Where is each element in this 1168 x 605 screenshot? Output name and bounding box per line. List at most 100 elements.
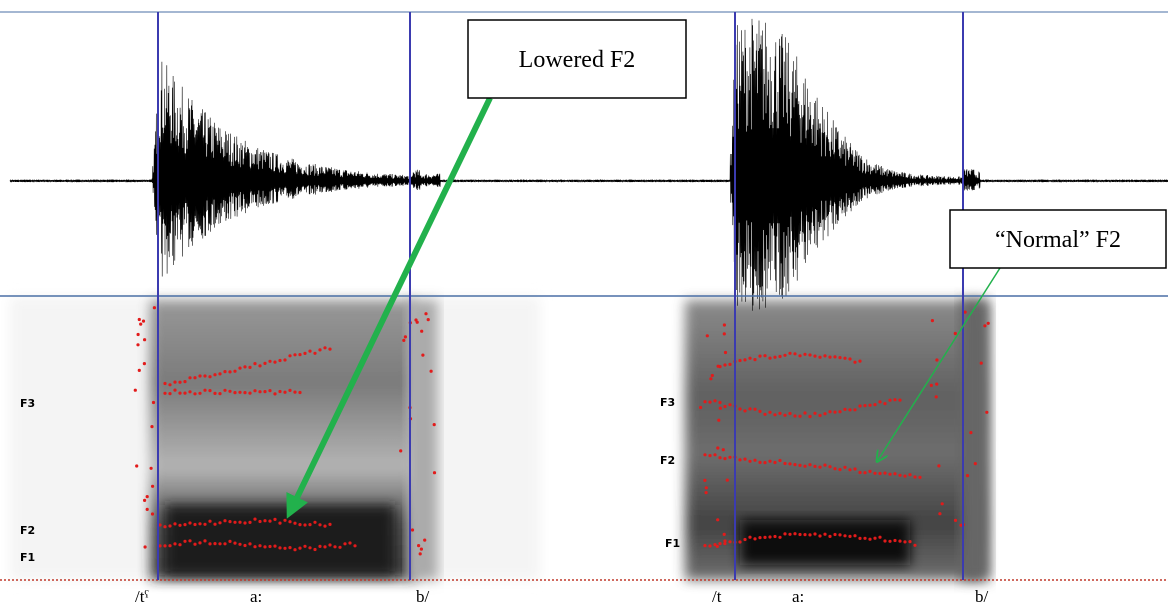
formant-dot	[718, 456, 722, 460]
formant-dot	[238, 520, 242, 524]
formant-dot	[193, 522, 197, 527]
formant-dot	[878, 400, 882, 404]
formant-dot	[748, 535, 752, 539]
formant-dot	[173, 388, 177, 392]
formant-dot	[763, 354, 767, 358]
formant-dot	[268, 359, 272, 363]
formant-dot	[418, 552, 422, 556]
formant-dot	[808, 533, 812, 537]
formant-dot	[223, 542, 227, 546]
formant-dot	[188, 390, 192, 394]
formant-dot	[283, 358, 287, 362]
formant-dot	[308, 546, 312, 550]
formant-dot	[198, 541, 202, 545]
formant-dot	[273, 360, 277, 364]
formant-dot	[725, 478, 729, 482]
formant-dot	[798, 463, 802, 467]
formant-dot	[813, 464, 817, 468]
formant-dot	[143, 338, 147, 342]
formant-dot	[728, 362, 732, 366]
formant-dot	[973, 462, 977, 466]
formant-dot	[713, 399, 717, 403]
formant-dot	[208, 389, 212, 393]
formant-dot	[233, 520, 237, 524]
formant-dot	[303, 544, 307, 548]
formant-dot	[168, 392, 172, 396]
formant-dot	[818, 465, 822, 469]
formant-dot	[843, 407, 847, 411]
formant-dot	[717, 418, 721, 422]
formant-dot	[793, 414, 797, 418]
formant-dot	[898, 473, 902, 477]
formant-dot	[710, 373, 714, 378]
formant-dot	[163, 525, 167, 529]
formant-dot	[818, 534, 822, 538]
formant-label: F1	[665, 537, 680, 550]
formant-dot	[223, 370, 227, 374]
formant-dot	[979, 361, 983, 365]
formant-dot	[415, 320, 419, 324]
formant-dot	[723, 350, 728, 355]
formant-dot	[937, 464, 941, 468]
formant-dot	[722, 323, 727, 327]
formant-dot	[426, 318, 430, 322]
formant-dot	[828, 410, 832, 414]
formant-dot	[313, 351, 317, 355]
segment-label: a:	[250, 587, 262, 605]
boundaries	[157, 12, 964, 580]
formant-dot	[883, 539, 887, 543]
formant-dot	[338, 545, 342, 549]
formant-dot	[163, 391, 167, 395]
formant-dot	[218, 521, 222, 525]
formant-dot	[723, 363, 727, 367]
formant-dot	[328, 522, 332, 527]
formant-dot	[303, 351, 307, 355]
formant-dot	[328, 347, 332, 351]
formant-dot	[213, 373, 217, 377]
formant-dot	[703, 453, 707, 457]
formant-dot	[853, 360, 857, 364]
formant-dot	[278, 546, 282, 550]
formant-dot	[773, 534, 777, 539]
formant-dot	[193, 542, 197, 546]
formant-dot	[828, 355, 832, 359]
formant-dot	[173, 380, 177, 384]
formant-dot	[283, 546, 287, 550]
formant-dot	[429, 369, 433, 373]
formant-dot	[738, 358, 742, 363]
formant-dot	[268, 519, 272, 523]
formant-dot	[783, 461, 787, 466]
formant-dot	[858, 359, 862, 363]
formant-dot	[783, 532, 787, 536]
formant-dot	[151, 484, 155, 488]
formant-dot	[723, 457, 727, 461]
formant-dot	[763, 535, 767, 540]
formant-dot	[873, 471, 877, 475]
formant-dot	[298, 390, 302, 395]
formant-tracks	[133, 306, 990, 556]
formant-dot	[718, 400, 722, 405]
formant-dot	[183, 391, 187, 395]
segment-label: /t	[712, 587, 722, 605]
formant-dot	[753, 407, 757, 411]
formant-dot	[843, 534, 847, 538]
formant-dot	[403, 335, 407, 339]
formant-dot	[873, 536, 877, 540]
formant-dot	[848, 357, 852, 361]
formant-dot	[293, 353, 297, 357]
formant-dot	[888, 472, 892, 476]
formant-dot	[704, 486, 708, 490]
formant-dot	[145, 507, 149, 511]
formant-dot	[303, 523, 307, 527]
formant-dot	[748, 356, 752, 360]
formant-dot	[848, 408, 852, 412]
formant-dot	[903, 474, 907, 478]
formant-dot	[248, 542, 252, 546]
formant-dot	[773, 355, 777, 359]
formant-dot	[218, 542, 222, 546]
callout-box	[467, 19, 687, 99]
formant-dot	[353, 544, 357, 548]
formant-dot	[728, 455, 732, 459]
formant-dot	[753, 458, 757, 462]
formant-dot	[288, 546, 292, 550]
